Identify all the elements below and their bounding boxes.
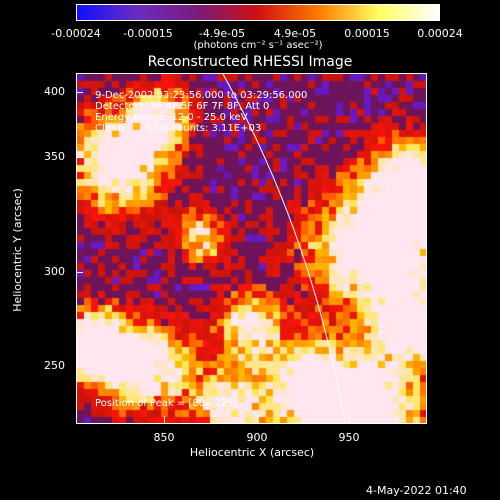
image-title: Reconstructed RHESSI Image	[147, 54, 353, 70]
clean-label: Clean	[95, 123, 124, 134]
solar-limb	[222, 74, 346, 423]
rhessi-heatmap	[77, 74, 426, 423]
x-tick-label: 900	[246, 431, 268, 444]
y-tick-mark	[77, 272, 83, 273]
x-axis-label: Heliocentric X (arcsec)	[189, 446, 315, 459]
colorbar-tick-4: 4.9e-05	[273, 27, 317, 40]
rhessi-image-plot	[76, 73, 427, 424]
energy-range-label: Energy Range: 12.0 - 25.0 keV	[95, 112, 248, 123]
total-counts-label: Total counts: 3.11E+03	[145, 123, 262, 134]
time-range-label: 9-Dec-2002 03:23:56.000 to 03:29:56.000	[95, 90, 308, 101]
x-tick-label: 850	[153, 431, 175, 444]
peak-position-label: Position of Peak = [806,295]	[95, 398, 238, 409]
y-axis-label: Heliocentric Y (arcsec)	[11, 188, 24, 312]
colorbar-tick-3: -4.9e-05	[198, 27, 246, 40]
y-tick-mark	[77, 157, 83, 158]
detectors-label: Detectors: 3F 4F 5F 6F 7F 8F, Att 0	[95, 101, 270, 112]
colorbar-tick-1: -0.00024	[51, 27, 101, 40]
x-tick-label: 950	[338, 431, 360, 444]
y-tick-label: 400	[44, 85, 65, 98]
y-tick-label: 300	[44, 265, 65, 278]
footer-date: 4-May-2022 01:40	[366, 484, 467, 497]
colorbar	[76, 4, 440, 21]
x-tick-mark	[164, 416, 165, 423]
colorbar-tick-2: -0.00015	[123, 27, 173, 40]
y-tick-label: 350	[44, 150, 65, 163]
y-tick-mark	[77, 92, 83, 93]
y-tick-mark	[77, 366, 83, 367]
colorbar-unit: (photons cm⁻² s⁻¹ asec⁻²)	[193, 40, 323, 51]
colorbar-tick-5: 0.00015	[344, 27, 390, 40]
colorbar-tick-6: 0.00024	[417, 27, 463, 40]
y-tick-label: 250	[44, 359, 65, 372]
x-tick-mark	[349, 416, 350, 423]
x-tick-mark	[257, 416, 258, 423]
